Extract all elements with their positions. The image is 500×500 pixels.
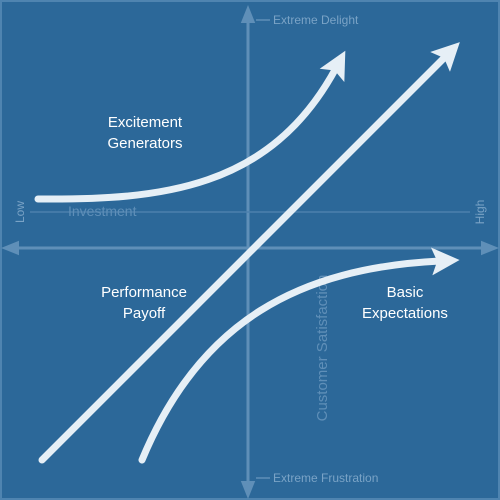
axis-label: Low bbox=[13, 201, 27, 223]
curve-label: Payoff bbox=[123, 305, 166, 322]
axis-label: Investment bbox=[68, 203, 137, 219]
axis-label: Customer Satisfaction bbox=[314, 275, 331, 422]
excitement-curve bbox=[34, 50, 346, 203]
axis-label: Extreme Frustration bbox=[273, 471, 378, 485]
axis-label: Extreme Delight bbox=[273, 13, 359, 27]
axis-label: High bbox=[473, 200, 487, 225]
curve-label: Excitement bbox=[108, 114, 183, 131]
curve-label: Expectations bbox=[362, 305, 448, 322]
curve-label: Generators bbox=[107, 135, 182, 152]
basic-curve bbox=[138, 247, 460, 464]
performance-curve bbox=[38, 42, 460, 464]
curve-label: Basic bbox=[387, 284, 424, 301]
curve-label: Performance bbox=[101, 284, 187, 301]
